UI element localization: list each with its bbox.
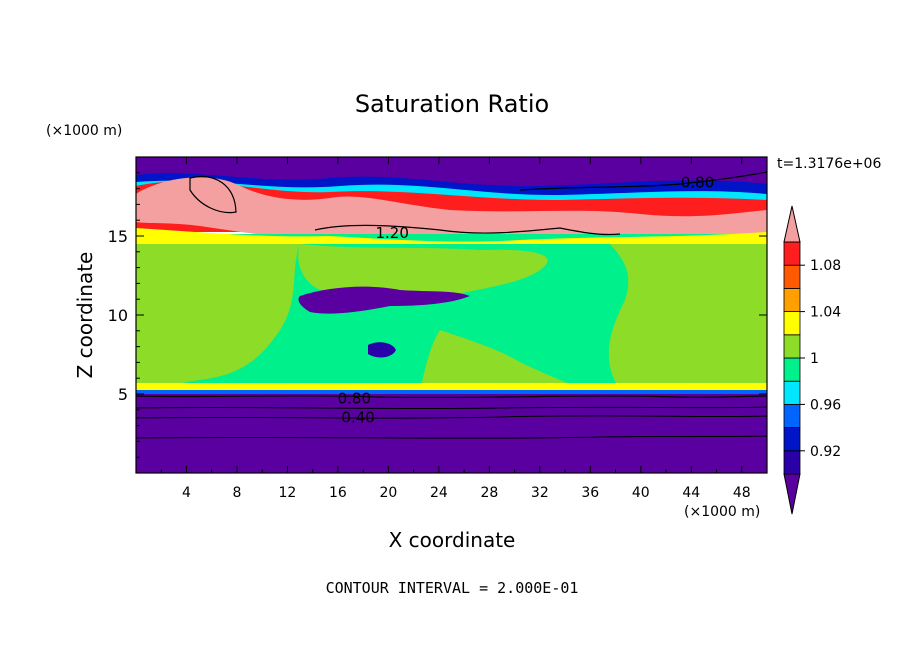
contour-label: 1.20 bbox=[375, 224, 408, 242]
dry-pocket bbox=[298, 286, 470, 314]
contour-120-upper bbox=[189, 176, 237, 214]
contour-040 bbox=[136, 415, 767, 419]
contour-label: 0.80 bbox=[681, 173, 714, 191]
contour-label: 0.80 bbox=[338, 390, 371, 408]
colorbar-segment bbox=[783, 450, 801, 475]
colorbar-over-triangle bbox=[783, 205, 801, 243]
transition-strip bbox=[136, 228, 767, 244]
colorbar-segment bbox=[783, 241, 801, 266]
y-axis-label: Z coordinate bbox=[73, 252, 97, 379]
time-label: t=1.3176e+06 bbox=[777, 156, 881, 172]
x-tick-label: 12 bbox=[279, 485, 297, 501]
lime-patches-right bbox=[608, 244, 767, 390]
x-tick-label: 20 bbox=[379, 485, 397, 501]
x-tick-label: 32 bbox=[531, 485, 549, 501]
x-unit-label: (×1000 m) bbox=[684, 504, 760, 520]
colorbar-segment bbox=[783, 287, 801, 312]
colorbar-segment bbox=[783, 427, 801, 452]
y-unit-label: (×1000 m) bbox=[46, 123, 122, 139]
supersaturated-band bbox=[136, 177, 767, 243]
colorbar-segment bbox=[783, 311, 801, 336]
contour-label: 0.40 bbox=[341, 409, 374, 427]
x-tick-label: 28 bbox=[480, 485, 498, 501]
surface-transition bbox=[136, 383, 767, 392]
contour-060 bbox=[136, 406, 767, 410]
colorbar-tick-label: 1 bbox=[810, 351, 819, 367]
x-tick-label: 8 bbox=[232, 485, 241, 501]
plot-area bbox=[136, 157, 767, 473]
colorbar-segment bbox=[783, 357, 801, 382]
x-axis: 4 8 12 16 20 24 28 32 36 40 44 48 bbox=[160, 157, 751, 501]
colorbar: 0.92 0.96 1 1.04 1.08 bbox=[783, 205, 841, 515]
contour-020 bbox=[136, 435, 767, 439]
y-tick-label: 15 bbox=[108, 227, 128, 246]
y-axis: 5 10 15 bbox=[108, 172, 767, 458]
x-tick-label: 4 bbox=[182, 485, 191, 501]
x-tick-label: 16 bbox=[329, 485, 347, 501]
y-tick-label: 5 bbox=[118, 385, 128, 404]
colorbar-segment bbox=[783, 334, 801, 359]
chart-title: Saturation Ratio bbox=[355, 90, 549, 118]
x-tick-label: 24 bbox=[430, 485, 448, 501]
x-tick-label: 40 bbox=[632, 485, 650, 501]
colorbar-segment bbox=[783, 264, 801, 289]
lower-stable-fill bbox=[136, 392, 767, 473]
colorbar-under-triangle bbox=[783, 473, 801, 515]
colorbar-tick-label: 0.96 bbox=[810, 397, 841, 413]
x-tick-label: 44 bbox=[682, 485, 700, 501]
colorbar-segment bbox=[783, 380, 801, 405]
colorbar-segment bbox=[783, 403, 801, 428]
contour-120-band bbox=[314, 224, 621, 236]
y-tick-label: 10 bbox=[108, 306, 128, 325]
x-axis-label: X coordinate bbox=[389, 528, 516, 552]
contour-labels: 0.801.200.800.40 bbox=[338, 173, 715, 426]
lime-patches-bottom bbox=[420, 330, 580, 390]
lime-patches-left bbox=[136, 244, 300, 390]
dry-pocket-small bbox=[368, 342, 396, 358]
lower-blue-edge bbox=[136, 390, 767, 394]
colorbar-tick-label: 0.92 bbox=[810, 444, 841, 460]
contour-080-lower bbox=[136, 395, 767, 399]
colorbar-tick-label: 1.08 bbox=[810, 258, 841, 274]
colorbar-tick-label: 1.04 bbox=[810, 305, 841, 321]
x-tick-label: 48 bbox=[733, 485, 751, 501]
x-tick-label: 36 bbox=[581, 485, 599, 501]
contour-080-upper bbox=[519, 171, 767, 191]
contour-interval-note: CONTOUR INTERVAL = 2.000E-01 bbox=[326, 579, 579, 597]
